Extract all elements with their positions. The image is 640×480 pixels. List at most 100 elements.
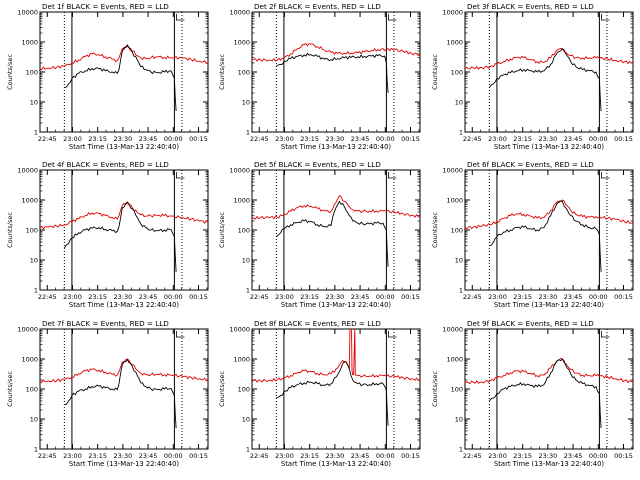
events-series <box>64 44 177 112</box>
detector-panel-1: 1 10 100 1000 10000 22:45 23:00 23:15 23:30 23:45… <box>6 2 209 151</box>
x-tick-label: 00:15 <box>401 293 420 301</box>
x-axis-label: Start Time (13-Mar-13 22:40:40) <box>69 143 179 151</box>
lld-series <box>465 199 633 230</box>
time-bracket-mark <box>601 331 610 338</box>
panel-title: Det 3f BLACK = Events, RED = LLD <box>467 2 594 11</box>
x-tick-label: 00:00 <box>164 135 183 143</box>
time-bracket-mark <box>601 14 610 21</box>
y-tick-label: 1 <box>459 129 463 137</box>
x-tick-label: 00:15 <box>401 452 420 460</box>
events-series <box>489 358 602 429</box>
x-tick-label: 23:00 <box>63 293 82 301</box>
y-tick-label: 1000 <box>21 356 38 364</box>
events-series <box>64 201 177 272</box>
y-tick-label: 10 <box>242 257 250 265</box>
x-tick-label: 23:00 <box>488 452 507 460</box>
x-axis-label: Start Time (13-Mar-13 22:40:40) <box>281 301 391 309</box>
events-series <box>276 360 389 426</box>
x-tick-label: 23:30 <box>326 135 345 143</box>
lld-series <box>252 42 420 62</box>
panel-title: Det 9f BLACK = Events, RED = LLD <box>467 319 594 328</box>
y-tick-label: 1000 <box>446 39 463 47</box>
x-tick-label: 00:00 <box>164 293 183 301</box>
x-tick-label: 23:45 <box>139 293 158 301</box>
events-series <box>276 200 389 267</box>
y-tick-label: 10000 <box>229 167 250 175</box>
x-tick-label: 00:00 <box>376 135 395 143</box>
y-tick-label: 1 <box>246 287 250 295</box>
y-tick-label: 1 <box>246 446 250 454</box>
events-series <box>276 52 389 94</box>
x-axis-label: Start Time (13-Mar-13 22:40:40) <box>281 460 391 468</box>
y-tick-label: 10 <box>30 257 38 265</box>
lld-series <box>465 357 633 385</box>
y-tick-label: 1000 <box>446 197 463 205</box>
time-bracket-mark <box>176 331 185 338</box>
x-tick-label: 00:15 <box>189 452 208 460</box>
y-axis-label: Counts/sec <box>6 212 14 248</box>
y-tick-label: 1000 <box>233 197 250 205</box>
y-axis-label: Counts/sec <box>431 371 439 407</box>
time-bracket-mark <box>388 172 397 179</box>
x-tick-label: 00:00 <box>164 452 183 460</box>
y-axis-label: Counts/sec <box>431 212 439 248</box>
y-tick-label: 100 <box>26 69 38 77</box>
x-tick-label: 00:00 <box>376 293 395 301</box>
y-tick-label: 10000 <box>229 9 250 17</box>
x-tick-label: 23:15 <box>513 135 532 143</box>
y-tick-label: 100 <box>451 69 463 77</box>
x-tick-label: 23:00 <box>488 293 507 301</box>
y-tick-label: 100 <box>451 227 463 235</box>
y-axis-label: Counts/sec <box>218 54 226 90</box>
x-tick-label: 23:15 <box>513 293 532 301</box>
y-tick-label: 10000 <box>17 326 38 334</box>
detector-panel-5: 1 10 100 1000 10000 22:45 23:00 23:15 23:30 23:45… <box>218 160 421 309</box>
time-bracket-mark <box>388 331 397 338</box>
x-tick-label: 00:00 <box>589 452 608 460</box>
x-tick-label: 23:45 <box>564 452 583 460</box>
panel-title: Det 6f BLACK = Events, RED = LLD <box>467 160 594 169</box>
panel-title: Det 8f BLACK = Events, RED = LLD <box>254 319 381 328</box>
x-tick-label: 00:15 <box>614 452 633 460</box>
y-tick-label: 10 <box>242 99 250 107</box>
y-tick-label: 10000 <box>17 9 38 17</box>
x-tick-label: 23:45 <box>351 135 370 143</box>
x-tick-label: 00:15 <box>614 293 633 301</box>
detector-panel-3: 1 10 100 1000 10000 22:45 23:00 23:15 23:30 23:45… <box>431 2 634 151</box>
y-tick-label: 1000 <box>21 39 38 47</box>
x-tick-label: 00:15 <box>401 135 420 143</box>
detector-panel-4: 1 10 100 1000 10000 22:45 23:00 23:15 23:30 23:45… <box>6 160 209 309</box>
y-tick-label: 10000 <box>442 9 463 17</box>
x-tick-label: 00:00 <box>589 293 608 301</box>
x-tick-label: 23:15 <box>88 452 107 460</box>
x-axis-label: Start Time (13-Mar-13 22:40:40) <box>69 301 179 309</box>
x-tick-label: 00:00 <box>376 452 395 460</box>
x-tick-label: 23:00 <box>275 293 294 301</box>
x-axis-label: Start Time (13-Mar-13 22:40:40) <box>69 460 179 468</box>
x-tick-label: 23:45 <box>564 293 583 301</box>
y-tick-label: 1 <box>34 129 38 137</box>
x-tick-label: 23:45 <box>564 135 583 143</box>
x-tick-label: 23:30 <box>114 135 133 143</box>
y-tick-label: 100 <box>451 386 463 394</box>
y-tick-label: 10000 <box>442 167 463 175</box>
panel-title: Det 1f BLACK = Events, RED = LLD <box>42 2 169 11</box>
x-tick-label: 22:45 <box>38 135 57 143</box>
x-tick-label: 22:45 <box>463 135 482 143</box>
y-tick-label: 10000 <box>17 167 38 175</box>
lld-series <box>252 329 420 383</box>
y-axis-label: Counts/sec <box>6 371 14 407</box>
time-bracket-mark <box>176 172 185 179</box>
x-tick-label: 23:15 <box>300 452 319 460</box>
y-tick-label: 10000 <box>442 326 463 334</box>
y-tick-label: 10000 <box>229 326 250 334</box>
y-axis-label: Counts/sec <box>218 371 226 407</box>
x-tick-label: 23:45 <box>351 293 370 301</box>
y-tick-label: 10 <box>455 416 463 424</box>
panel-title: Det 5f BLACK = Events, RED = LLD <box>254 160 381 169</box>
y-tick-label: 1 <box>459 446 463 454</box>
y-tick-label: 1 <box>459 287 463 295</box>
y-tick-label: 10 <box>242 416 250 424</box>
